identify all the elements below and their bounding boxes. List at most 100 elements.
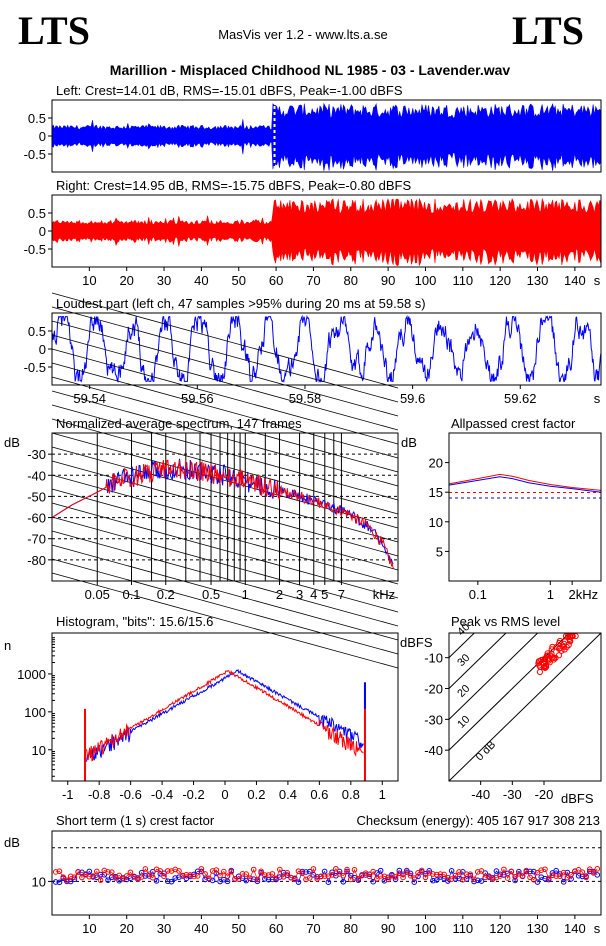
- x-unit-label: s: [594, 273, 601, 288]
- right-crest-point: [157, 868, 164, 874]
- checksum: Checksum (energy): 405 167 917 308 213: [356, 813, 600, 828]
- histogram-ylabel: n: [4, 638, 11, 653]
- right-crest-point: [344, 866, 350, 873]
- x-tick-label: 90: [381, 921, 395, 936]
- right-crest-point: [512, 874, 518, 880]
- right-crest-point: [258, 868, 264, 875]
- right-crest-point: [583, 874, 589, 881]
- right-crest-point: [448, 876, 455, 882]
- right-crest-point: [474, 869, 481, 875]
- right-crest-point: [370, 868, 376, 875]
- y-tick-label: -30: [424, 712, 443, 727]
- right-crest-point: [329, 872, 335, 878]
- y-tick-label: -0.5: [24, 360, 46, 375]
- grid-diagonal: [51, 544, 399, 641]
- x-tick-label: 130: [527, 273, 549, 288]
- right-crest-point: [460, 876, 466, 883]
- left-crest-point: [512, 877, 518, 884]
- right-crest-point: [314, 875, 320, 882]
- diag-label: 10: [455, 714, 472, 731]
- left-crest-point: [575, 872, 582, 879]
- right-crest-point: [202, 871, 208, 877]
- x-tick-label: 10: [82, 273, 96, 288]
- y-tick-label: 0.5: [28, 324, 46, 339]
- right-crest-point: [254, 876, 261, 883]
- grid-diagonal: [51, 530, 399, 627]
- x-tick-label: 40: [194, 273, 208, 288]
- x-tick-label: 0.6: [310, 787, 328, 802]
- grid-diagonal: [51, 516, 399, 613]
- y-tick-label: 5: [436, 544, 443, 559]
- right-crest-point: [138, 874, 145, 880]
- right-crest-point: [347, 876, 354, 883]
- right-crest-point: [452, 872, 459, 879]
- right-crest-point: [586, 866, 593, 873]
- right-crest-point: [374, 876, 380, 882]
- right-crest-point: [291, 876, 298, 883]
- y-tick-label: -40: [27, 468, 46, 483]
- y-tick-label: 100: [24, 705, 46, 720]
- y-tick-label: -0.5: [24, 147, 46, 162]
- right-crest-point: [224, 873, 231, 879]
- right-crest-point: [220, 868, 227, 875]
- right-crest-point: [52, 869, 59, 875]
- y-tick-label: -50: [27, 489, 46, 504]
- x-tick-label: -0.2: [182, 787, 204, 802]
- right-crest-point: [396, 870, 403, 877]
- grid-diagonal: [51, 460, 399, 557]
- right-crest-point: [403, 869, 410, 875]
- x-tick-label: 2: [276, 587, 283, 602]
- right-crest-point: [430, 871, 436, 877]
- right-crest-point: [422, 874, 429, 881]
- right-crest-point: [590, 870, 597, 876]
- right-crest-point: [366, 873, 373, 880]
- left-crest-point: [478, 878, 485, 884]
- y-tick-label: -0.5: [24, 242, 46, 257]
- plot-frame: [51, 432, 399, 582]
- right-crest-point: [79, 874, 85, 881]
- right-crest-point: [127, 869, 134, 876]
- x-tick-label: -30: [503, 787, 522, 802]
- right-crest-point: [280, 874, 287, 880]
- peak-diagonal: [448, 632, 507, 689]
- grid-diagonal: [51, 446, 399, 543]
- logo-left: LTS: [18, 8, 90, 53]
- peak-rms-point: [546, 659, 553, 666]
- right-crest-point: [486, 873, 492, 879]
- x-tick-label: 0.5: [202, 587, 220, 602]
- waveform-area: [51, 102, 602, 171]
- right-crest-point: [97, 877, 104, 883]
- histogram-title: Histogram, "bits": 15.6/15.6: [56, 614, 213, 629]
- x-tick-label: 140: [564, 921, 586, 936]
- right-spectrum-line: [51, 459, 394, 569]
- right-crest-point: [284, 870, 291, 876]
- x-tick-label: 40: [194, 921, 208, 936]
- right-crest-point: [385, 876, 391, 883]
- peak-rms-point: [540, 656, 547, 663]
- x-tick-label: 1: [242, 587, 249, 602]
- right-crest-point: [206, 875, 212, 882]
- x-tick-label: 100: [415, 921, 437, 936]
- x-tick-label: 0.8: [342, 787, 360, 802]
- peakrms-title: Peak vs RMS level: [451, 614, 560, 629]
- x-unit-label: kHz: [576, 587, 598, 602]
- x-tick-label: 50: [232, 273, 246, 288]
- right-crest-point: [64, 877, 70, 883]
- left-crest-point: [340, 878, 347, 885]
- shortcrest-ylabel: dB: [4, 835, 20, 850]
- grid-diagonal: [51, 474, 399, 571]
- right-crest-point: [400, 874, 406, 881]
- grid-diagonal: [51, 488, 399, 585]
- right-crest-point: [67, 873, 74, 880]
- y-tick-label: 0: [39, 224, 46, 239]
- plot-frame: [448, 632, 602, 782]
- y-tick-label: 20: [429, 456, 443, 471]
- loudest-part-chart: 0.50-0.559.54 59.56 59.58 59.6 59.62 s: [24, 312, 602, 406]
- x-tick-label: 1: [547, 587, 554, 602]
- y-tick-label: 15: [429, 485, 443, 500]
- y-tick-label: -10: [424, 651, 443, 666]
- grid-diagonal: [51, 334, 399, 431]
- x-tick-label: 30: [157, 273, 171, 288]
- right-crest-point: [456, 869, 462, 875]
- x-tick-label: 3: [296, 587, 303, 602]
